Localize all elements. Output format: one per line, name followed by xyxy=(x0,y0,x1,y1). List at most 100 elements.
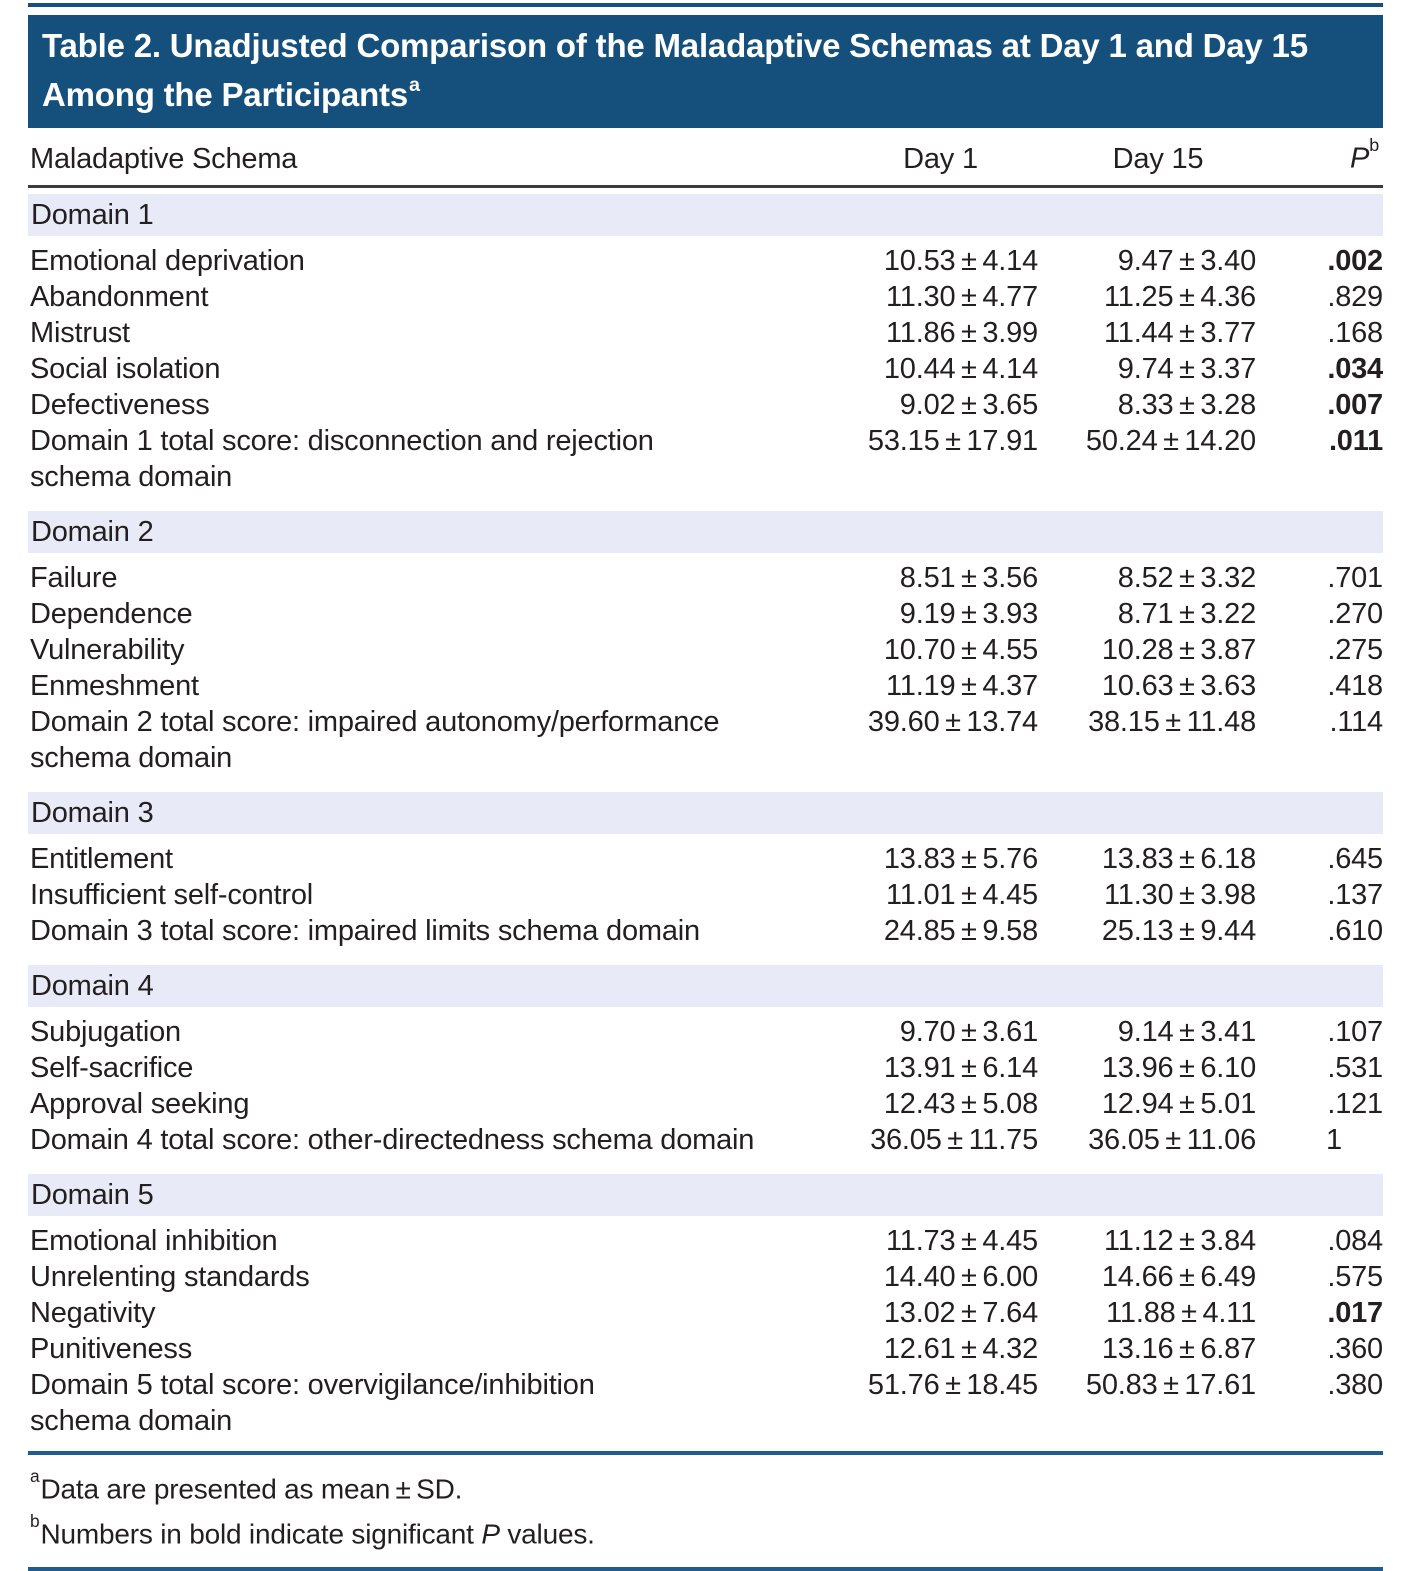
schema-name-cell: Domain 5 total score: overvigilance/inhi… xyxy=(28,1367,833,1439)
schema-name-line: Mistrust xyxy=(30,316,130,349)
day15-value-cell: 14.66 ± 6.49 xyxy=(1101,1260,1256,1293)
schema-name-cell: Domain 4 total score: other-directedness… xyxy=(28,1122,833,1158)
p-value-cell: .418 xyxy=(1327,669,1383,702)
schema-name-line: Self-sacrifice xyxy=(30,1051,194,1084)
table-row: Negativity 13.02 ± 7.64 11.88 ± 4.11 .017 xyxy=(28,1295,1383,1331)
day1-value-cell: 24.85 ± 9.58 xyxy=(883,914,1038,947)
schema-name-line: schema domain xyxy=(30,741,233,774)
footnote-line: bNumbers in bold indicate significant P … xyxy=(30,1508,1383,1553)
schema-name-line: Defectiveness xyxy=(30,388,210,421)
day1-value-cell: 9.02 ± 3.65 xyxy=(899,388,1038,421)
table-row: Emotional deprivation 10.53 ± 4.14 9.47 ± … xyxy=(28,243,1383,279)
footnote-text: Data are presented as mean ± SD. xyxy=(40,1472,463,1504)
table-row: Unrelenting standards 14.40 ± 6.00 14.66 ±… xyxy=(28,1259,1383,1295)
p-value-cell: .017 xyxy=(1327,1296,1383,1329)
schema-name-cell: Enmeshment xyxy=(28,668,833,704)
table-row: Subjugation 9.70 ± 3.61 9.14 ± 3.41 .107 xyxy=(28,1014,1383,1050)
schema-name-cell: Entitlement xyxy=(28,841,833,877)
domain-rows: Emotional deprivation 10.53 ± 4.14 9.47 ± … xyxy=(28,236,1383,505)
table-row: Domain 3 total score: impaired limits sc… xyxy=(28,913,1383,949)
footnote-top-rule xyxy=(28,1450,1383,1455)
schema-name-cell: Punitiveness xyxy=(28,1331,833,1367)
schema-name-cell: Domain 2 total score: impaired autonomy/… xyxy=(28,704,833,776)
schema-name-line: schema domain xyxy=(30,460,233,493)
day1-value-cell: 12.43 ± 5.08 xyxy=(883,1087,1038,1120)
table-title-line2-text: Among the Participants xyxy=(42,76,408,113)
p-value-cell: .575 xyxy=(1327,1260,1383,1293)
top-rule xyxy=(28,3,1383,7)
day1-value-cell: 11.86 ± 3.99 xyxy=(886,316,1038,349)
day15-value-cell: 9.14 ± 3.41 xyxy=(1117,1015,1256,1048)
day1-value-cell: 10.44 ± 4.14 xyxy=(883,352,1038,385)
day1-value-cell: 11.01 ± 4.45 xyxy=(886,878,1038,911)
table-row: Defectiveness 9.02 ± 3.65 8.33 ± 3.28 .007 xyxy=(28,387,1383,423)
column-header-day1: Day 1 xyxy=(903,142,978,175)
schema-name-cell: Social isolation xyxy=(28,351,833,387)
day15-value-cell: 10.28 ± 3.87 xyxy=(1101,633,1256,666)
p-value-cell: .121 xyxy=(1327,1087,1383,1120)
schema-name-cell: Insufficient self-control xyxy=(28,877,833,913)
day1-value-cell: 13.02 ± 7.64 xyxy=(883,1296,1038,1329)
column-header-p: Pb xyxy=(1268,135,1383,176)
schema-name-cell: Emotional deprivation xyxy=(28,243,833,279)
table-row: Domain 2 total score: impaired autonomy/… xyxy=(28,704,1383,776)
table-row: Emotional inhibition 11.73 ± 4.45 11.12 ± … xyxy=(28,1223,1383,1259)
table-row: Dependence 9.19 ± 3.93 8.71 ± 3.22 .270 xyxy=(28,596,1383,632)
domain-band-label: Domain 4 xyxy=(28,964,1383,1007)
p-value-cell: .531 xyxy=(1327,1051,1383,1084)
bottom-rule xyxy=(28,1567,1383,1571)
footnote-text: Numbers in bold indicate significant xyxy=(40,1518,482,1550)
domain-section: Domain 3 Entitlement 13.83 ± 5.76 13.83 ± 6… xyxy=(28,791,1383,959)
column-header-row: Maladaptive Schema Day 1 Day 15 Pb xyxy=(28,128,1383,185)
domain-band-label: Domain 5 xyxy=(28,1173,1383,1216)
footnote-marker: a xyxy=(30,1465,40,1486)
table-row: Enmeshment 11.19 ± 4.37 10.63 ± 3.63 .418 xyxy=(28,668,1383,704)
table-row: Entitlement 13.83 ± 5.76 13.83 ± 6.18 .645 xyxy=(28,841,1383,877)
day15-value-cell: 11.30 ± 3.98 xyxy=(1104,878,1256,911)
day1-value-cell: 11.73 ± 4.45 xyxy=(886,1224,1038,1257)
schema-name-cell: Defectiveness xyxy=(28,387,833,423)
schema-name-line: Emotional inhibition xyxy=(30,1224,278,1257)
p-label: P xyxy=(1350,142,1370,175)
table-title-line1: Table 2. Unadjusted Comparison of the Ma… xyxy=(42,27,1308,64)
p-value-cell: .168 xyxy=(1327,316,1383,349)
day1-value-cell: 53.15 ± 17.91 xyxy=(867,424,1038,457)
schema-name-line: Domain 2 total score: impaired autonomy/… xyxy=(30,705,720,738)
table-row: Abandonment 11.30 ± 4.77 11.25 ± 4.36 .829 xyxy=(28,279,1383,315)
table-title-line2: Among the Participantsa xyxy=(42,67,1367,116)
p-value-cell: .114 xyxy=(1329,705,1384,738)
table-row: Domain 1 total score: disconnection and … xyxy=(28,423,1383,495)
domain-rows: Failure 8.51 ± 3.56 8.52 ± 3.32.701 Depende… xyxy=(28,553,1383,786)
schema-name-cell: Negativity xyxy=(28,1295,833,1331)
table-body: Domain 1 Emotional deprivation 10.53 ± 4.1… xyxy=(28,193,1383,1449)
schema-name-cell: Vulnerability xyxy=(28,632,833,668)
day1-value-cell: 11.30 ± 4.77 xyxy=(886,280,1038,313)
schema-name-line: schema domain xyxy=(30,1404,233,1437)
schema-name-cell: Failure xyxy=(28,560,833,596)
schema-name-line: Domain 3 total score: impaired limits sc… xyxy=(30,914,700,947)
p-value-cell: 1 xyxy=(1326,1123,1342,1156)
domain-section: Domain 4 Subjugation 9.70 ± 3.61 9.14 ± 3.4… xyxy=(28,964,1383,1168)
day15-value-cell: 9.47 ± 3.40 xyxy=(1117,244,1256,277)
schema-name-line: Punitiveness xyxy=(30,1332,193,1365)
schema-name-line: Abandonment xyxy=(30,280,209,313)
p-value-cell: .701 xyxy=(1327,561,1383,594)
p-footnote-marker: b xyxy=(1369,134,1379,155)
table-row: Mistrust 11.86 ± 3.99 11.44 ± 3.77 .168 xyxy=(28,315,1383,351)
day1-value-cell: 11.19 ± 4.37 xyxy=(886,669,1038,702)
day1-value-cell: 13.91 ± 6.14 xyxy=(883,1051,1038,1084)
p-value-cell: .107 xyxy=(1327,1015,1383,1048)
schema-name-line: Emotional deprivation xyxy=(30,244,305,277)
schema-name-line: Domain 1 total score: disconnection and … xyxy=(30,424,654,457)
p-value-cell: .380 xyxy=(1327,1368,1383,1401)
schema-name-line: Approval seeking xyxy=(30,1087,250,1120)
domain-rows: Subjugation 9.70 ± 3.61 9.14 ± 3.41.107 Sel… xyxy=(28,1007,1383,1168)
day1-value-cell: 36.05 ± 11.75 xyxy=(870,1123,1038,1156)
day15-value-cell: 11.12 ± 3.84 xyxy=(1104,1224,1256,1257)
schema-name-cell: Self-sacrifice xyxy=(28,1050,833,1086)
day15-value-cell: 8.33 ± 3.28 xyxy=(1117,388,1256,421)
day15-value-cell: 8.52 ± 3.32 xyxy=(1117,561,1256,594)
schema-name-line: Dependence xyxy=(30,597,193,630)
p-value-cell: .084 xyxy=(1327,1224,1383,1257)
schema-name-line: Social isolation xyxy=(30,352,221,385)
